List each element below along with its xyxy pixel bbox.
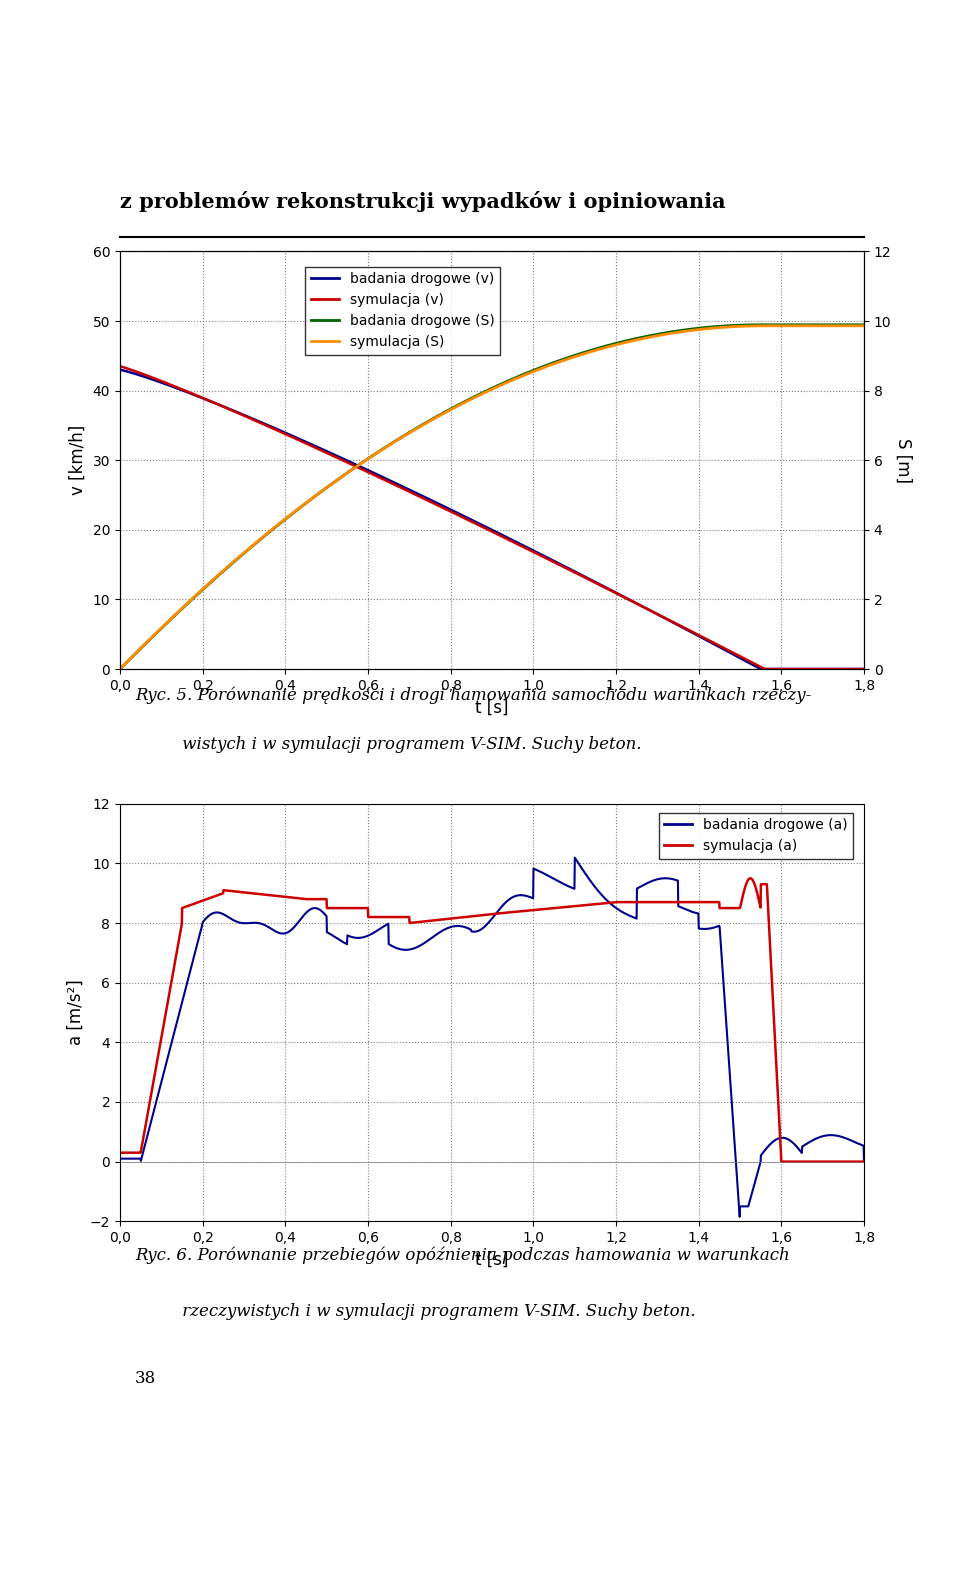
Y-axis label: v [km/h]: v [km/h] (69, 425, 87, 495)
Y-axis label: S [m]: S [m] (894, 437, 912, 483)
Text: rzeczywistych i w symulacji programem V-SIM. Suchy beton.: rzeczywistych i w symulacji programem V-… (134, 1302, 695, 1320)
Text: z problemów rekonstrukcji wypadków i opiniowania: z problemów rekonstrukcji wypadków i opi… (120, 192, 726, 212)
X-axis label: t [s]: t [s] (475, 1251, 509, 1268)
Text: wistych i w symulacji programem V-SIM. Suchy beton.: wistych i w symulacji programem V-SIM. S… (134, 736, 641, 753)
Text: Ryc. 6. Porównanie przebiegów opóźnienia podczas hamowania w warunkach: Ryc. 6. Porównanie przebiegów opóźnienia… (134, 1246, 790, 1263)
X-axis label: t [s]: t [s] (475, 698, 509, 716)
Text: 38: 38 (134, 1370, 156, 1387)
Text: Ryc. 5. Porównanie prędkości i drogi hamowania samochodu warunkach rzeczy-: Ryc. 5. Porównanie prędkości i drogi ham… (134, 686, 811, 703)
Legend: badania drogowe (v), symulacja (v), badania drogowe (S), symulacja (S): badania drogowe (v), symulacja (v), bada… (305, 267, 500, 354)
Y-axis label: a [m/s²]: a [m/s²] (66, 980, 84, 1046)
Legend: badania drogowe (a), symulacja (a): badania drogowe (a), symulacja (a) (659, 813, 853, 859)
